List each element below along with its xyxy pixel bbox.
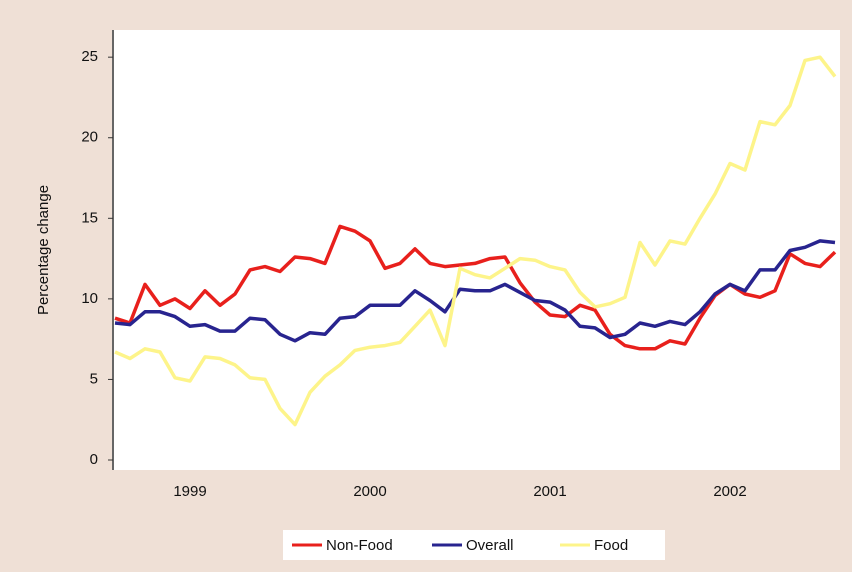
legend <box>283 530 665 560</box>
y-tick-label: 20 <box>81 129 98 146</box>
series-line <box>114 55 837 427</box>
y-tick-label: 0 <box>90 451 98 468</box>
y-tick-label: 15 <box>81 209 98 226</box>
y-tick-label: 5 <box>90 370 98 387</box>
y-axis-label: Percentage change <box>35 185 52 315</box>
y-tick-label: 10 <box>81 290 98 307</box>
plot-area <box>112 30 840 470</box>
legend-label: Food <box>594 537 628 554</box>
legend-label: Non-Food <box>326 537 393 554</box>
x-tick-label: 2000 <box>353 483 386 500</box>
legend-label: Overall <box>466 537 514 554</box>
x-tick-label: 2002 <box>713 483 746 500</box>
x-tick-label: 2001 <box>533 483 566 500</box>
series-line <box>114 239 836 343</box>
x-tick-label: 1999 <box>173 483 206 500</box>
y-tick-label: 25 <box>81 48 98 65</box>
